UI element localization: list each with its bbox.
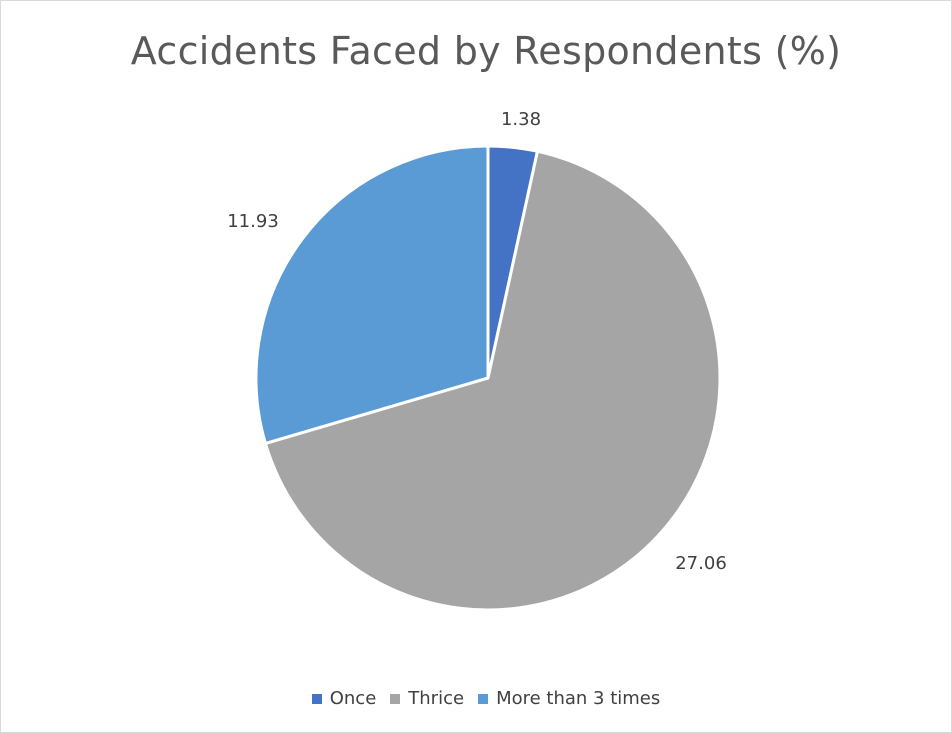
legend-item-thrice: Thrice: [390, 688, 464, 709]
data-label-more-than-3-times: 11.93: [227, 211, 279, 232]
pie-slices: [254, 144, 722, 612]
legend-swatch-thrice: [390, 693, 401, 704]
legend-swatch-once: [311, 693, 322, 704]
chart-title: Accidents Faced by Respondents (%): [130, 29, 842, 73]
data-label-once: 1.38: [501, 109, 541, 130]
legend-swatch-more-than-3-times: [478, 693, 489, 704]
legend-item-more-than-3-times: More than 3 times: [478, 688, 660, 709]
pie-slice-more-than-3-times: [254, 144, 490, 445]
pie-data-labels: 1.38 27.06 11.93: [227, 109, 727, 574]
legend-label-thrice: Thrice: [408, 688, 465, 709]
legend: Once Thrice More than 3 times: [1, 688, 952, 709]
pie-slice-thrice: [263, 149, 722, 612]
data-label-thrice: 27.06: [675, 553, 727, 574]
legend-item-once: Once: [311, 688, 377, 709]
legend-label-once: Once: [329, 688, 377, 709]
legend-label-more-than-3-times: More than 3 times: [496, 688, 661, 709]
